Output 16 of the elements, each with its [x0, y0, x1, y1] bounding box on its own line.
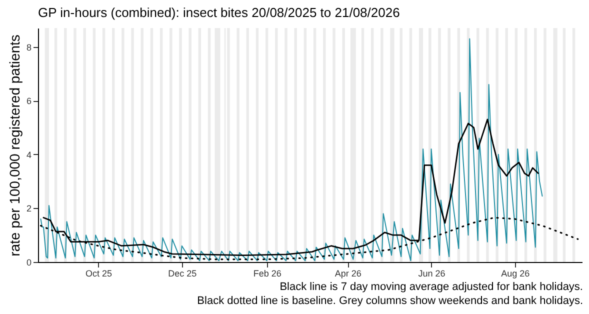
x-tick-label: Oct 25: [86, 268, 112, 278]
x-tick-label: Jun 26: [418, 268, 446, 278]
x-tick-label: Feb 26: [253, 268, 282, 278]
y-axis-title: rate per 100,000 registered patients: [6, 34, 22, 256]
line-series: [40, 38, 543, 262]
x-tick-label: Aug 26: [501, 268, 530, 278]
y-tick-label: 8: [26, 42, 32, 52]
text: Black dotted line is baseline. Grey columns show weekends and bank holidays.: [197, 294, 583, 308]
chart-title: GP in-hours (combined): insect bites 20/08/2025 to 21/08/2026: [38, 5, 400, 20]
y-tick-label: 4: [26, 150, 32, 160]
x-tick-label: Apr 26: [334, 268, 362, 278]
y-tick-label: 6: [26, 96, 32, 106]
text: Black line is 7 day moving average adjusted for bank holidays.: [278, 280, 583, 294]
y-tick-label: 0: [26, 258, 32, 268]
y-tick-label: 2: [26, 204, 32, 214]
x-tick-label: Dec 25: [168, 268, 197, 278]
